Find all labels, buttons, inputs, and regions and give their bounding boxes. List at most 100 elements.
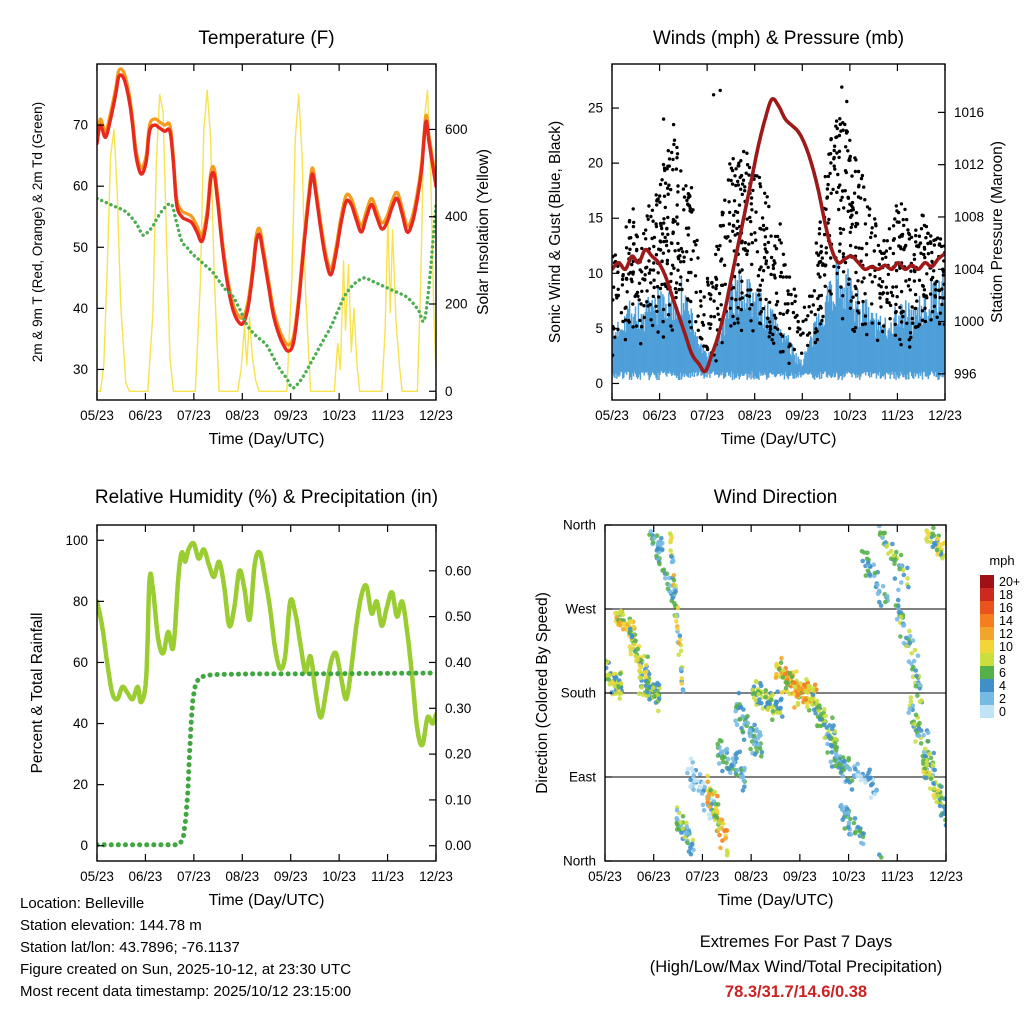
svg-text:06/23: 06/23 — [643, 408, 677, 423]
svg-text:400: 400 — [445, 209, 468, 224]
svg-text:20+: 20+ — [999, 575, 1020, 589]
svg-text:05/23: 05/23 — [595, 408, 629, 423]
svg-text:11/23: 11/23 — [371, 408, 404, 423]
right-axis: 996 1000 1004 1008 1012 1016 Station Pressure … — [938, 105, 1006, 381]
svg-text:Relative Humidity (%) & Precip: Relative Humidity (%) & Precipitation (i… — [95, 487, 438, 508]
svg-text:11/23: 11/23 — [881, 869, 914, 884]
svg-text:4: 4 — [999, 679, 1006, 693]
svg-text:12: 12 — [999, 627, 1013, 641]
series-relative-humidity — [97, 540, 436, 748]
x-axis: 05/23 06/23 07/23 08/23 09/23 10/23 11/23 12/23… — [80, 525, 453, 909]
svg-text:08/23: 08/23 — [738, 408, 772, 423]
svg-text:06/23: 06/23 — [129, 869, 163, 884]
svg-text:10/23: 10/23 — [832, 869, 866, 884]
svg-text:North: North — [563, 854, 596, 869]
svg-text:11/23: 11/23 — [881, 408, 914, 423]
svg-text:0: 0 — [999, 705, 1006, 719]
svg-text:10: 10 — [588, 266, 603, 281]
svg-text:Solar Insolation (Yellow): Solar Insolation (Yellow) — [475, 149, 492, 315]
latest-timestamp: Most recent data timestamp: 2025/10/12 2… — [20, 983, 352, 1000]
svg-text:14: 14 — [999, 614, 1013, 628]
svg-text:200: 200 — [445, 297, 468, 312]
svg-text:0.20: 0.20 — [445, 747, 471, 762]
svg-text:Percent & Total Rainfall: Percent & Total Rainfall — [29, 613, 46, 774]
plot-series — [97, 67, 436, 392]
svg-text:20: 20 — [588, 156, 603, 171]
svg-text:North: North — [563, 518, 596, 533]
svg-text:08/23: 08/23 — [225, 869, 259, 884]
svg-text:16: 16 — [999, 601, 1013, 615]
svg-text:09/23: 09/23 — [274, 408, 308, 423]
plot-series — [612, 85, 945, 381]
chart-temperature-plot: Temperature (F) 05/23 06/23 07/23 08/23 09/23… — [30, 28, 492, 448]
svg-text:1008: 1008 — [954, 209, 984, 224]
svg-text:Station Pressure (Maroon): Station Pressure (Maroon) — [989, 141, 1006, 323]
series-temp-2m — [97, 73, 436, 353]
svg-text:80: 80 — [73, 594, 88, 609]
svg-text:70: 70 — [73, 118, 88, 133]
svg-text:09/23: 09/23 — [785, 408, 819, 423]
svg-text:08/23: 08/23 — [225, 408, 259, 423]
svg-text:1000: 1000 — [954, 314, 984, 329]
svg-text:25: 25 — [588, 101, 603, 116]
svg-text:18: 18 — [999, 588, 1013, 602]
chart-wind-direction-plot: Wind Direction 05/23 06/23 07/23 08/23 09/23 1… — [534, 487, 1020, 909]
svg-text:05/23: 05/23 — [80, 869, 114, 884]
svg-text:0.60: 0.60 — [445, 563, 471, 578]
svg-text:07/23: 07/23 — [177, 408, 211, 423]
extremes-summary: Extremes For Past 7 Days (High/Low/Max W… — [576, 930, 1016, 1005]
station-info: Location: Belleville Station elevation: … — [20, 893, 351, 1003]
svg-text:0: 0 — [595, 376, 603, 391]
svg-text:2: 2 — [999, 692, 1006, 706]
svg-text:10/23: 10/23 — [833, 408, 867, 423]
svg-text:60: 60 — [73, 179, 88, 194]
svg-text:30: 30 — [73, 362, 88, 377]
svg-text:0.30: 0.30 — [445, 701, 471, 716]
svg-text:Time (Day/UTC): Time (Day/UTC) — [209, 892, 325, 909]
svg-text:0: 0 — [445, 384, 453, 399]
svg-text:Sonic Wind & Gust (Blue, Black: Sonic Wind & Gust (Blue, Black) — [547, 121, 564, 343]
series-direction-scatter — [605, 525, 946, 860]
station-latlon: Station lat/lon: 43.7896; -76.1137 — [20, 939, 240, 956]
svg-text:Temperature (F): Temperature (F) — [198, 28, 334, 49]
chart-wind-direction: Wind Direction 05/23 06/23 07/23 08/23 09/23 1… — [512, 472, 1024, 925]
series-dewpoint-2m — [97, 196, 436, 390]
x-axis: 05/23 06/23 07/23 08/23 09/23 10/23 11/23 12/23… — [588, 525, 963, 909]
extremes-subtitle: (High/Low/Max Wind/Total Precipitation) — [649, 958, 943, 976]
series-solar-insolation — [97, 89, 436, 392]
series-total-rainfall — [97, 670, 436, 848]
svg-text:2m & 9m T (Red, Orange) & 2m T: 2m & 9m T (Red, Orange) & 2m Td (Green) — [30, 102, 45, 362]
svg-text:996: 996 — [954, 366, 977, 381]
right-axis: 0.00 0.10 0.20 0.30 0.40 0.50 0.60 — [429, 563, 471, 853]
station-elevation: Station elevation: 144.78 m — [20, 917, 202, 934]
svg-text:09/23: 09/23 — [274, 869, 308, 884]
svg-text:600: 600 — [445, 122, 468, 137]
svg-text:09/23: 09/23 — [783, 869, 817, 884]
chart-temperature: Temperature (F) 05/23 06/23 07/23 08/23 09/23… — [0, 0, 512, 477]
svg-text:1004: 1004 — [954, 262, 985, 277]
left-axis: 0 5 10 15 20 25 Sonic Wind & Gust (Blue, Black… — [547, 101, 619, 391]
chart-humidity-precip: Relative Humidity (%) & Precipitation (i… — [0, 472, 512, 925]
svg-text:08/23: 08/23 — [734, 869, 768, 884]
svg-text:Winds (mph) & Pressure (mb): Winds (mph) & Pressure (mb) — [653, 28, 904, 49]
svg-text:5: 5 — [595, 321, 603, 336]
right-axis: 0 200 400 600 Solar Insolation (Yellow) — [429, 122, 492, 399]
svg-text:0.00: 0.00 — [445, 838, 471, 853]
svg-text:12/23: 12/23 — [929, 869, 963, 884]
plot-series — [97, 540, 436, 848]
svg-text:West: West — [565, 602, 596, 617]
chart-wind-pressure: Winds (mph) & Pressure (mb) 05/23 06/23 07/… — [512, 0, 1024, 477]
station-location: Location: Belleville — [20, 895, 145, 912]
series-pressure — [612, 97, 945, 374]
svg-text:05/23: 05/23 — [588, 869, 622, 884]
svg-text:06/23: 06/23 — [129, 408, 163, 423]
svg-text:07/23: 07/23 — [177, 869, 211, 884]
svg-text:Time (Day/UTC): Time (Day/UTC) — [209, 431, 325, 448]
left-axis: North West South East North Direction (Colore… — [534, 518, 612, 869]
svg-text:07/23: 07/23 — [686, 869, 720, 884]
svg-text:Direction (Colored By Speed): Direction (Colored By Speed) — [534, 592, 551, 794]
svg-text:10/23: 10/23 — [322, 408, 356, 423]
svg-text:0.10: 0.10 — [445, 792, 471, 807]
